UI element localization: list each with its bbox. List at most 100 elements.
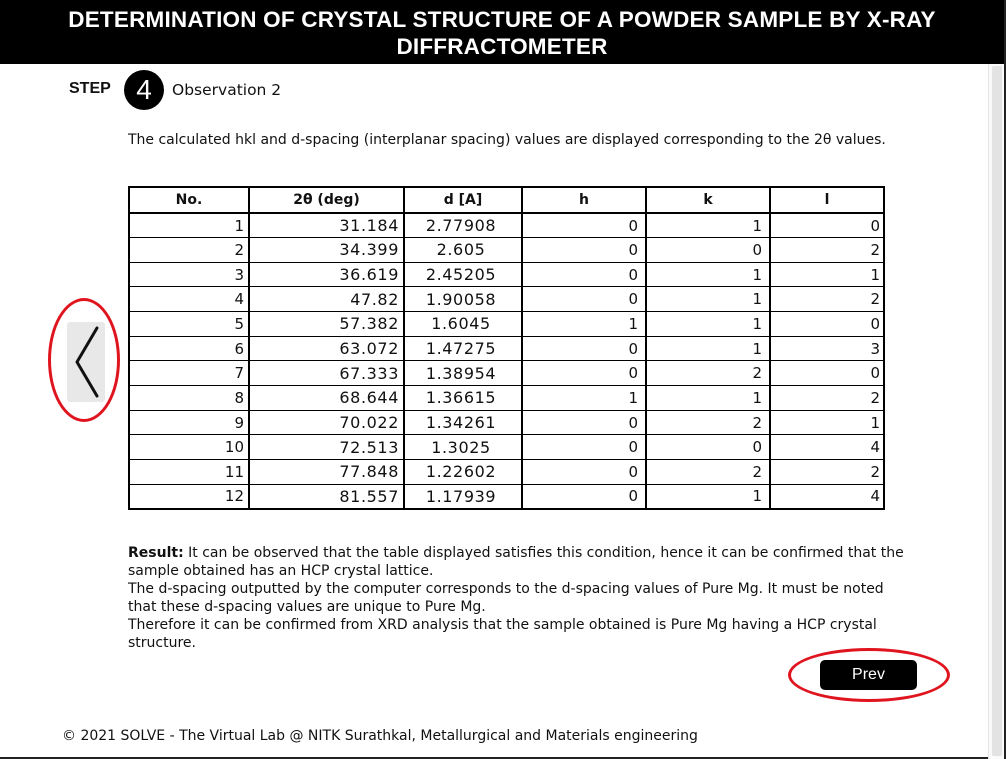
cell-l: 2 [769, 385, 885, 411]
cell-h: 0 [521, 212, 647, 239]
scrollbar-thumb[interactable] [992, 66, 1002, 756]
cell-k: 0 [645, 237, 771, 263]
cell-l: 1 [769, 409, 885, 436]
cell-no: 11 [128, 459, 250, 485]
cell-h: 0 [521, 360, 647, 387]
result-paragraph-1: Result: It can be observed that the tabl… [128, 544, 908, 580]
cell-l: 2 [769, 459, 885, 485]
cell-k: 2 [645, 360, 771, 387]
cell-h: 0 [521, 434, 647, 461]
cell-two-theta: 63.072 [248, 335, 405, 362]
cell-l: 0 [769, 212, 885, 239]
table-row: 2 34.399 2.605 0 0 2 [128, 237, 885, 263]
cell-no: 5 [128, 311, 250, 337]
table-row: 11 77.848 1.22602 0 2 2 [128, 459, 885, 485]
header-d-spacing: d [A] [403, 186, 523, 214]
cell-d-spacing: 1.3025 [403, 434, 523, 461]
cell-two-theta: 81.557 [248, 483, 405, 510]
cell-no: 6 [128, 335, 250, 362]
table-row: 3 36.619 2.45205 0 1 1 [128, 261, 885, 288]
cell-two-theta: 68.644 [248, 385, 405, 411]
step-title: Observation 2 [172, 81, 282, 99]
cell-d-spacing: 1.6045 [403, 311, 523, 337]
cell-no: 12 [128, 483, 250, 510]
cell-two-theta: 47.82 [248, 286, 405, 313]
cell-h: 0 [521, 335, 647, 362]
cell-k: 1 [645, 483, 771, 510]
cell-d-spacing: 1.34261 [403, 409, 523, 436]
cell-h: 1 [521, 311, 647, 337]
cell-two-theta: 36.619 [248, 261, 405, 288]
cell-two-theta: 57.382 [248, 311, 405, 337]
cell-h: 1 [521, 385, 647, 411]
annotation-circle-prev [788, 648, 950, 702]
cell-h: 0 [521, 409, 647, 436]
annotation-circle-arrow [48, 298, 120, 422]
intro-text: The calculated hkl and d-spacing (interp… [128, 132, 886, 148]
table-row: 10 72.513 1.3025 0 0 4 [128, 434, 885, 461]
cell-two-theta: 77.848 [248, 459, 405, 485]
cell-no: 10 [128, 434, 250, 461]
observation-table: No. 2θ (deg) d [A] h k l 1 31.184 2.77908 0… [128, 186, 885, 510]
chevron-left-icon [75, 326, 99, 398]
cell-no: 7 [128, 360, 250, 387]
table-row: 6 63.072 1.47275 0 1 3 [128, 335, 885, 362]
header-no: No. [128, 186, 250, 214]
cell-l: 0 [769, 311, 885, 337]
cell-l: 2 [769, 286, 885, 313]
cell-k: 1 [645, 212, 771, 239]
step-number-badge: 4 [124, 70, 164, 110]
header-l: l [769, 186, 885, 214]
prev-button[interactable]: Prev [820, 660, 917, 690]
cell-k: 0 [645, 434, 771, 461]
table-header-row: No. 2θ (deg) d [A] h k l [128, 186, 885, 214]
result-label: Result: [128, 545, 184, 561]
result-section: Result: It can be observed that the tabl… [128, 544, 908, 652]
step-label: STEP [69, 80, 111, 97]
cell-d-spacing: 1.22602 [403, 459, 523, 485]
cell-d-spacing: 1.47275 [403, 335, 523, 362]
cell-l: 4 [769, 483, 885, 510]
cell-two-theta: 70.022 [248, 409, 405, 436]
cell-no: 9 [128, 409, 250, 436]
header-h: h [521, 186, 647, 214]
cell-two-theta: 67.333 [248, 360, 405, 387]
table-row: 7 67.333 1.38954 0 2 0 [128, 360, 885, 387]
cell-d-spacing: 1.36615 [403, 385, 523, 411]
cell-l: 4 [769, 434, 885, 461]
cell-l: 2 [769, 237, 885, 263]
table-row: 8 68.644 1.36615 1 1 2 [128, 385, 885, 411]
cell-d-spacing: 2.605 [403, 237, 523, 263]
cell-h: 0 [521, 286, 647, 313]
cell-no: 2 [128, 237, 250, 263]
cell-h: 0 [521, 237, 647, 263]
cell-k: 1 [645, 335, 771, 362]
cell-h: 0 [521, 483, 647, 510]
table-row: 9 70.022 1.34261 0 2 1 [128, 409, 885, 436]
table-row: 1 31.184 2.77908 0 1 0 [128, 212, 885, 239]
cell-h: 0 [521, 261, 647, 288]
cell-h: 0 [521, 459, 647, 485]
result-line-3: Therefore it can be confirmed from XRD a… [128, 617, 877, 651]
cell-k: 2 [645, 459, 771, 485]
page-title: DETERMINATION OF CRYSTAL STRUCTURE OF A … [0, 0, 1004, 64]
vertical-scrollbar[interactable] [988, 64, 1004, 759]
cell-no: 4 [128, 286, 250, 313]
header-k: k [645, 186, 771, 214]
cell-no: 1 [128, 212, 250, 239]
cell-k: 1 [645, 311, 771, 337]
cell-d-spacing: 2.77908 [403, 212, 523, 239]
cell-no: 8 [128, 385, 250, 411]
cell-k: 1 [645, 385, 771, 411]
cell-two-theta: 34.399 [248, 237, 405, 263]
prev-arrow-button[interactable] [67, 322, 105, 402]
cell-l: 1 [769, 261, 885, 288]
cell-l: 0 [769, 360, 885, 387]
cell-two-theta: 31.184 [248, 212, 405, 239]
cell-k: 1 [645, 286, 771, 313]
cell-k: 1 [645, 261, 771, 288]
cell-d-spacing: 1.90058 [403, 286, 523, 313]
cell-k: 2 [645, 409, 771, 436]
header-two-theta: 2θ (deg) [248, 186, 405, 214]
